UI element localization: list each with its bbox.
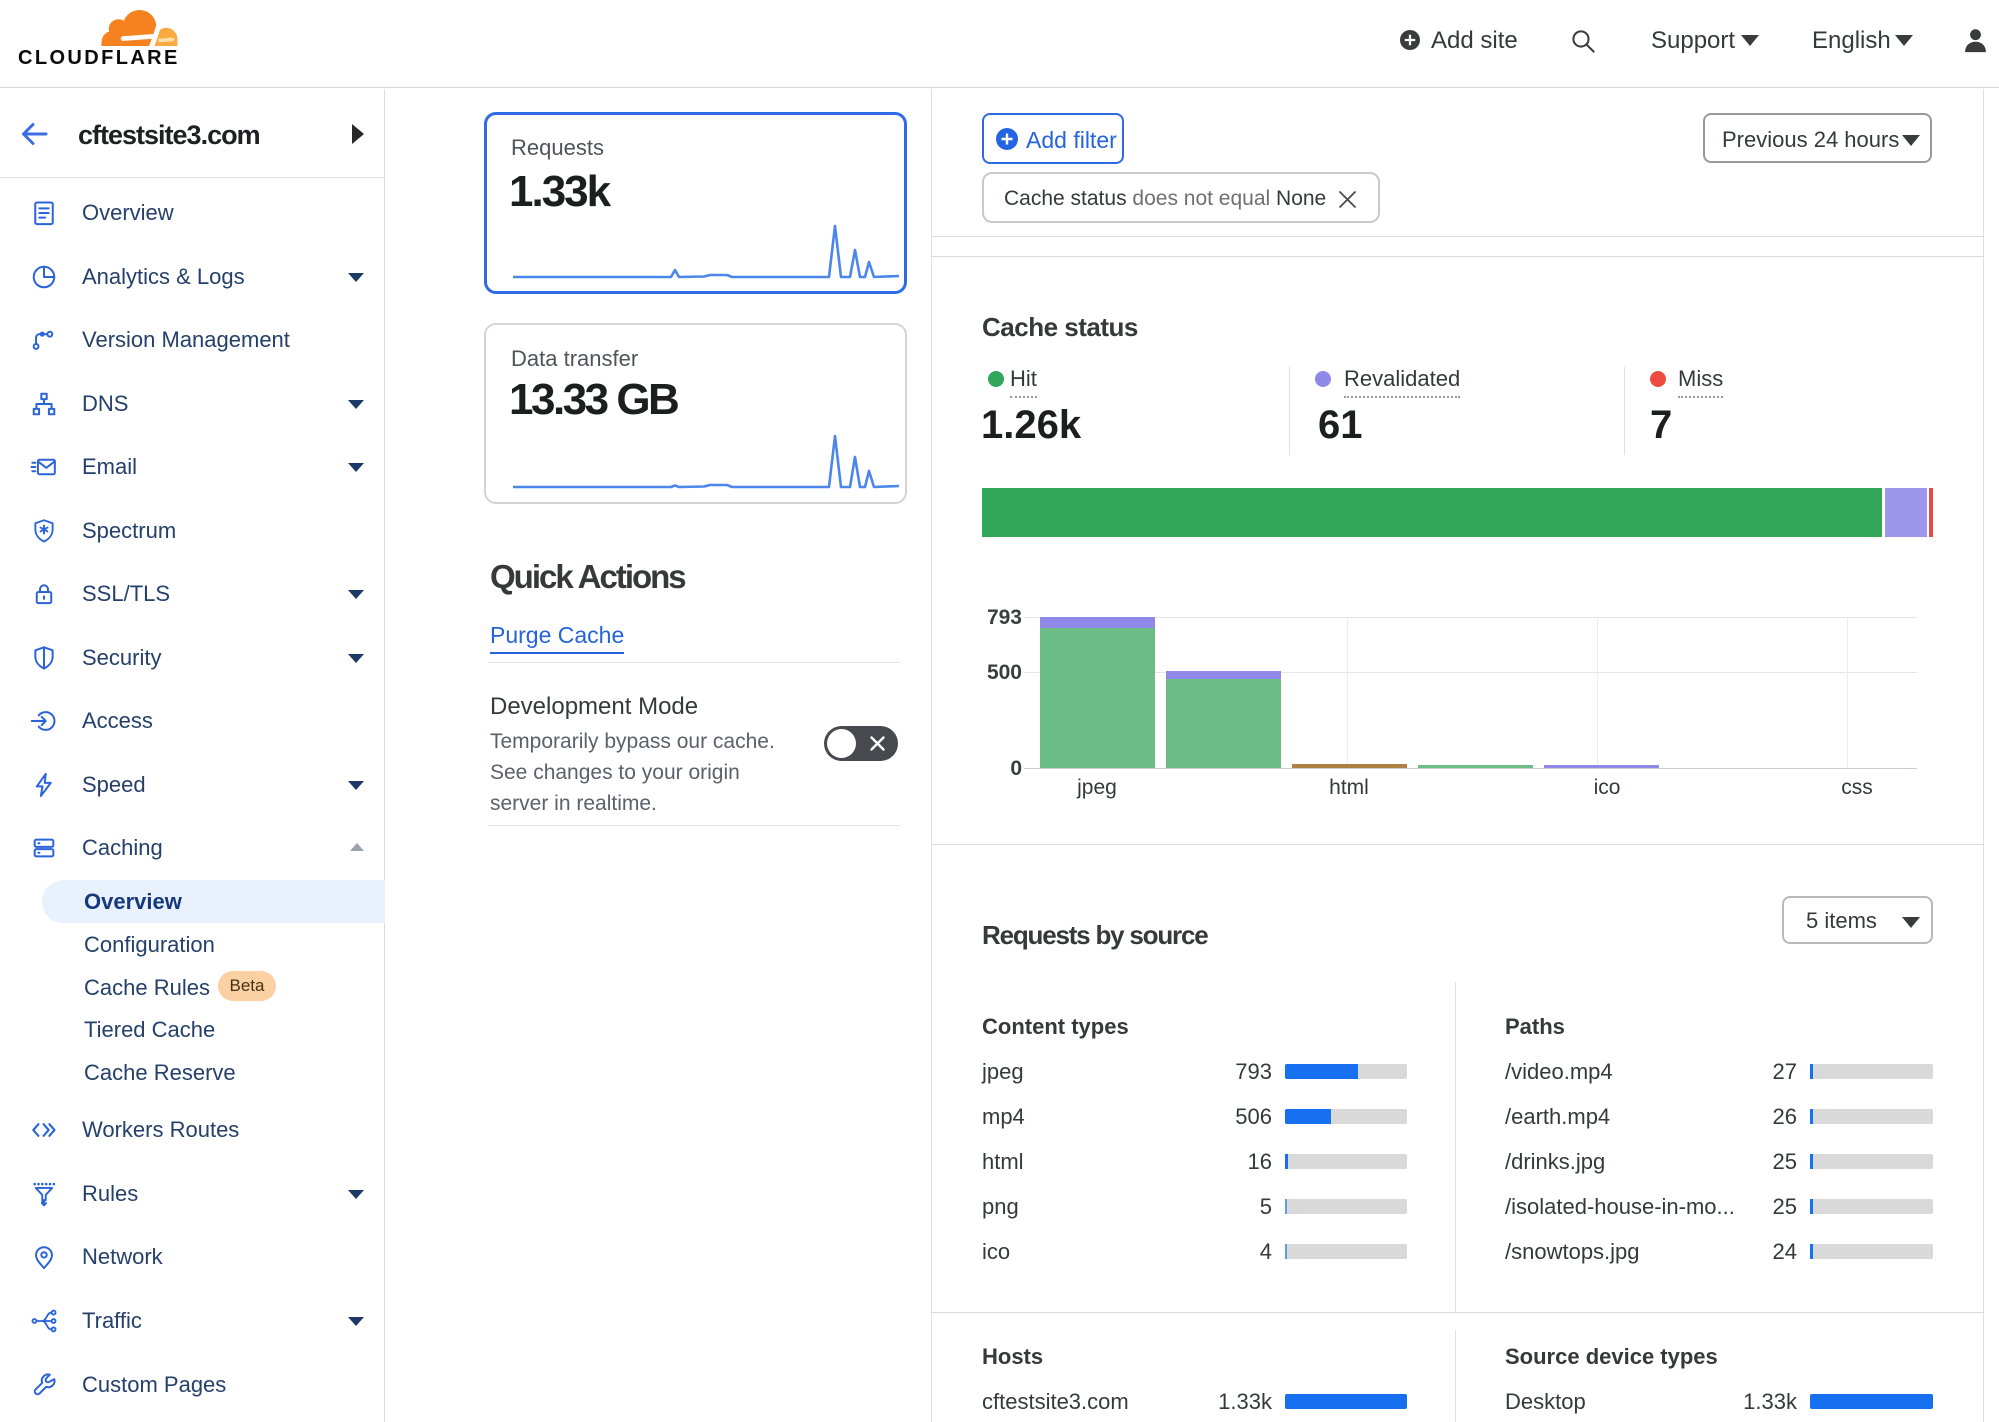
svg-text:CLOUDFLARE: CLOUDFLARE	[18, 47, 180, 69]
